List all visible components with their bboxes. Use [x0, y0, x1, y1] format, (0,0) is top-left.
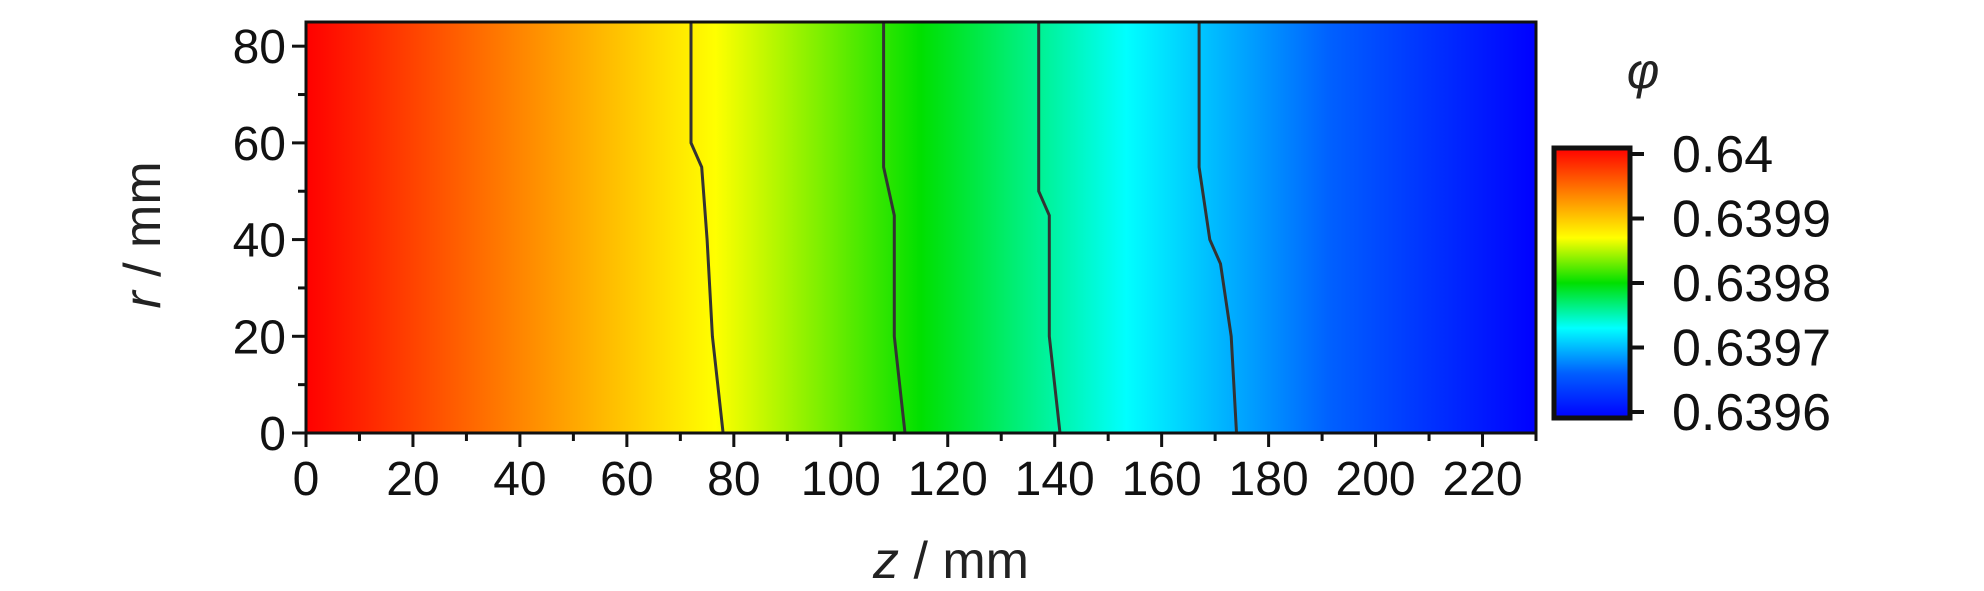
x-tick-label: 220 [1442, 453, 1522, 506]
y-axis: 0 20 40 60 80 [233, 21, 306, 461]
y-axis-unit: / mm [114, 161, 172, 291]
x-tick-label: 0 [293, 453, 320, 506]
y-tick-label: 80 [233, 21, 286, 74]
colorbar-tick-label: 0.6397 [1672, 320, 1831, 378]
x-tick-label: 100 [801, 453, 881, 506]
x-tick-label: 200 [1336, 453, 1416, 506]
colorbar-title: φ [1627, 43, 1660, 99]
heatmap-field [306, 22, 1536, 433]
y-tick-label: 40 [233, 215, 286, 268]
contour-lines [689, 22, 1238, 434]
x-tick-label: 180 [1229, 453, 1309, 506]
contour-line [689, 22, 725, 434]
y-axis-title: r / mm [114, 161, 172, 308]
y-tick-label: 60 [233, 118, 286, 171]
colorbar-tick-label: 0.6399 [1672, 191, 1831, 249]
contour-line [882, 22, 907, 434]
colorbar-axis: 0.64 0.6399 0.6398 0.6397 0.6396 [1630, 126, 1831, 442]
y-tick-label: 20 [233, 311, 286, 364]
x-axis: 0 20 40 60 80 100 120 140 160 180 200 220 [293, 433, 1538, 506]
x-axis-unit: / mm [899, 532, 1029, 590]
x-tick-label: 160 [1122, 453, 1202, 506]
colorbar [1554, 148, 1630, 418]
x-tick-label: 60 [600, 453, 653, 506]
x-tick-label: 120 [908, 453, 988, 506]
contour-line [1037, 22, 1062, 434]
x-tick-label: 140 [1015, 453, 1095, 506]
contour-line [1197, 22, 1238, 434]
y-tick-label: 0 [259, 408, 286, 461]
x-tick-label: 20 [386, 453, 439, 506]
x-tick-label: 80 [707, 453, 760, 506]
colorbar-tick-label: 0.64 [1672, 126, 1773, 184]
x-axis-variable: z [872, 532, 899, 590]
plot-frame [304, 20, 1538, 435]
x-tick-label: 40 [493, 453, 546, 506]
y-axis-variable: r [114, 289, 172, 309]
x-axis-title: z / mm [872, 532, 1029, 590]
colorbar-tick-label: 0.6396 [1672, 384, 1831, 442]
colorbar-tick-label: 0.6398 [1672, 255, 1831, 313]
